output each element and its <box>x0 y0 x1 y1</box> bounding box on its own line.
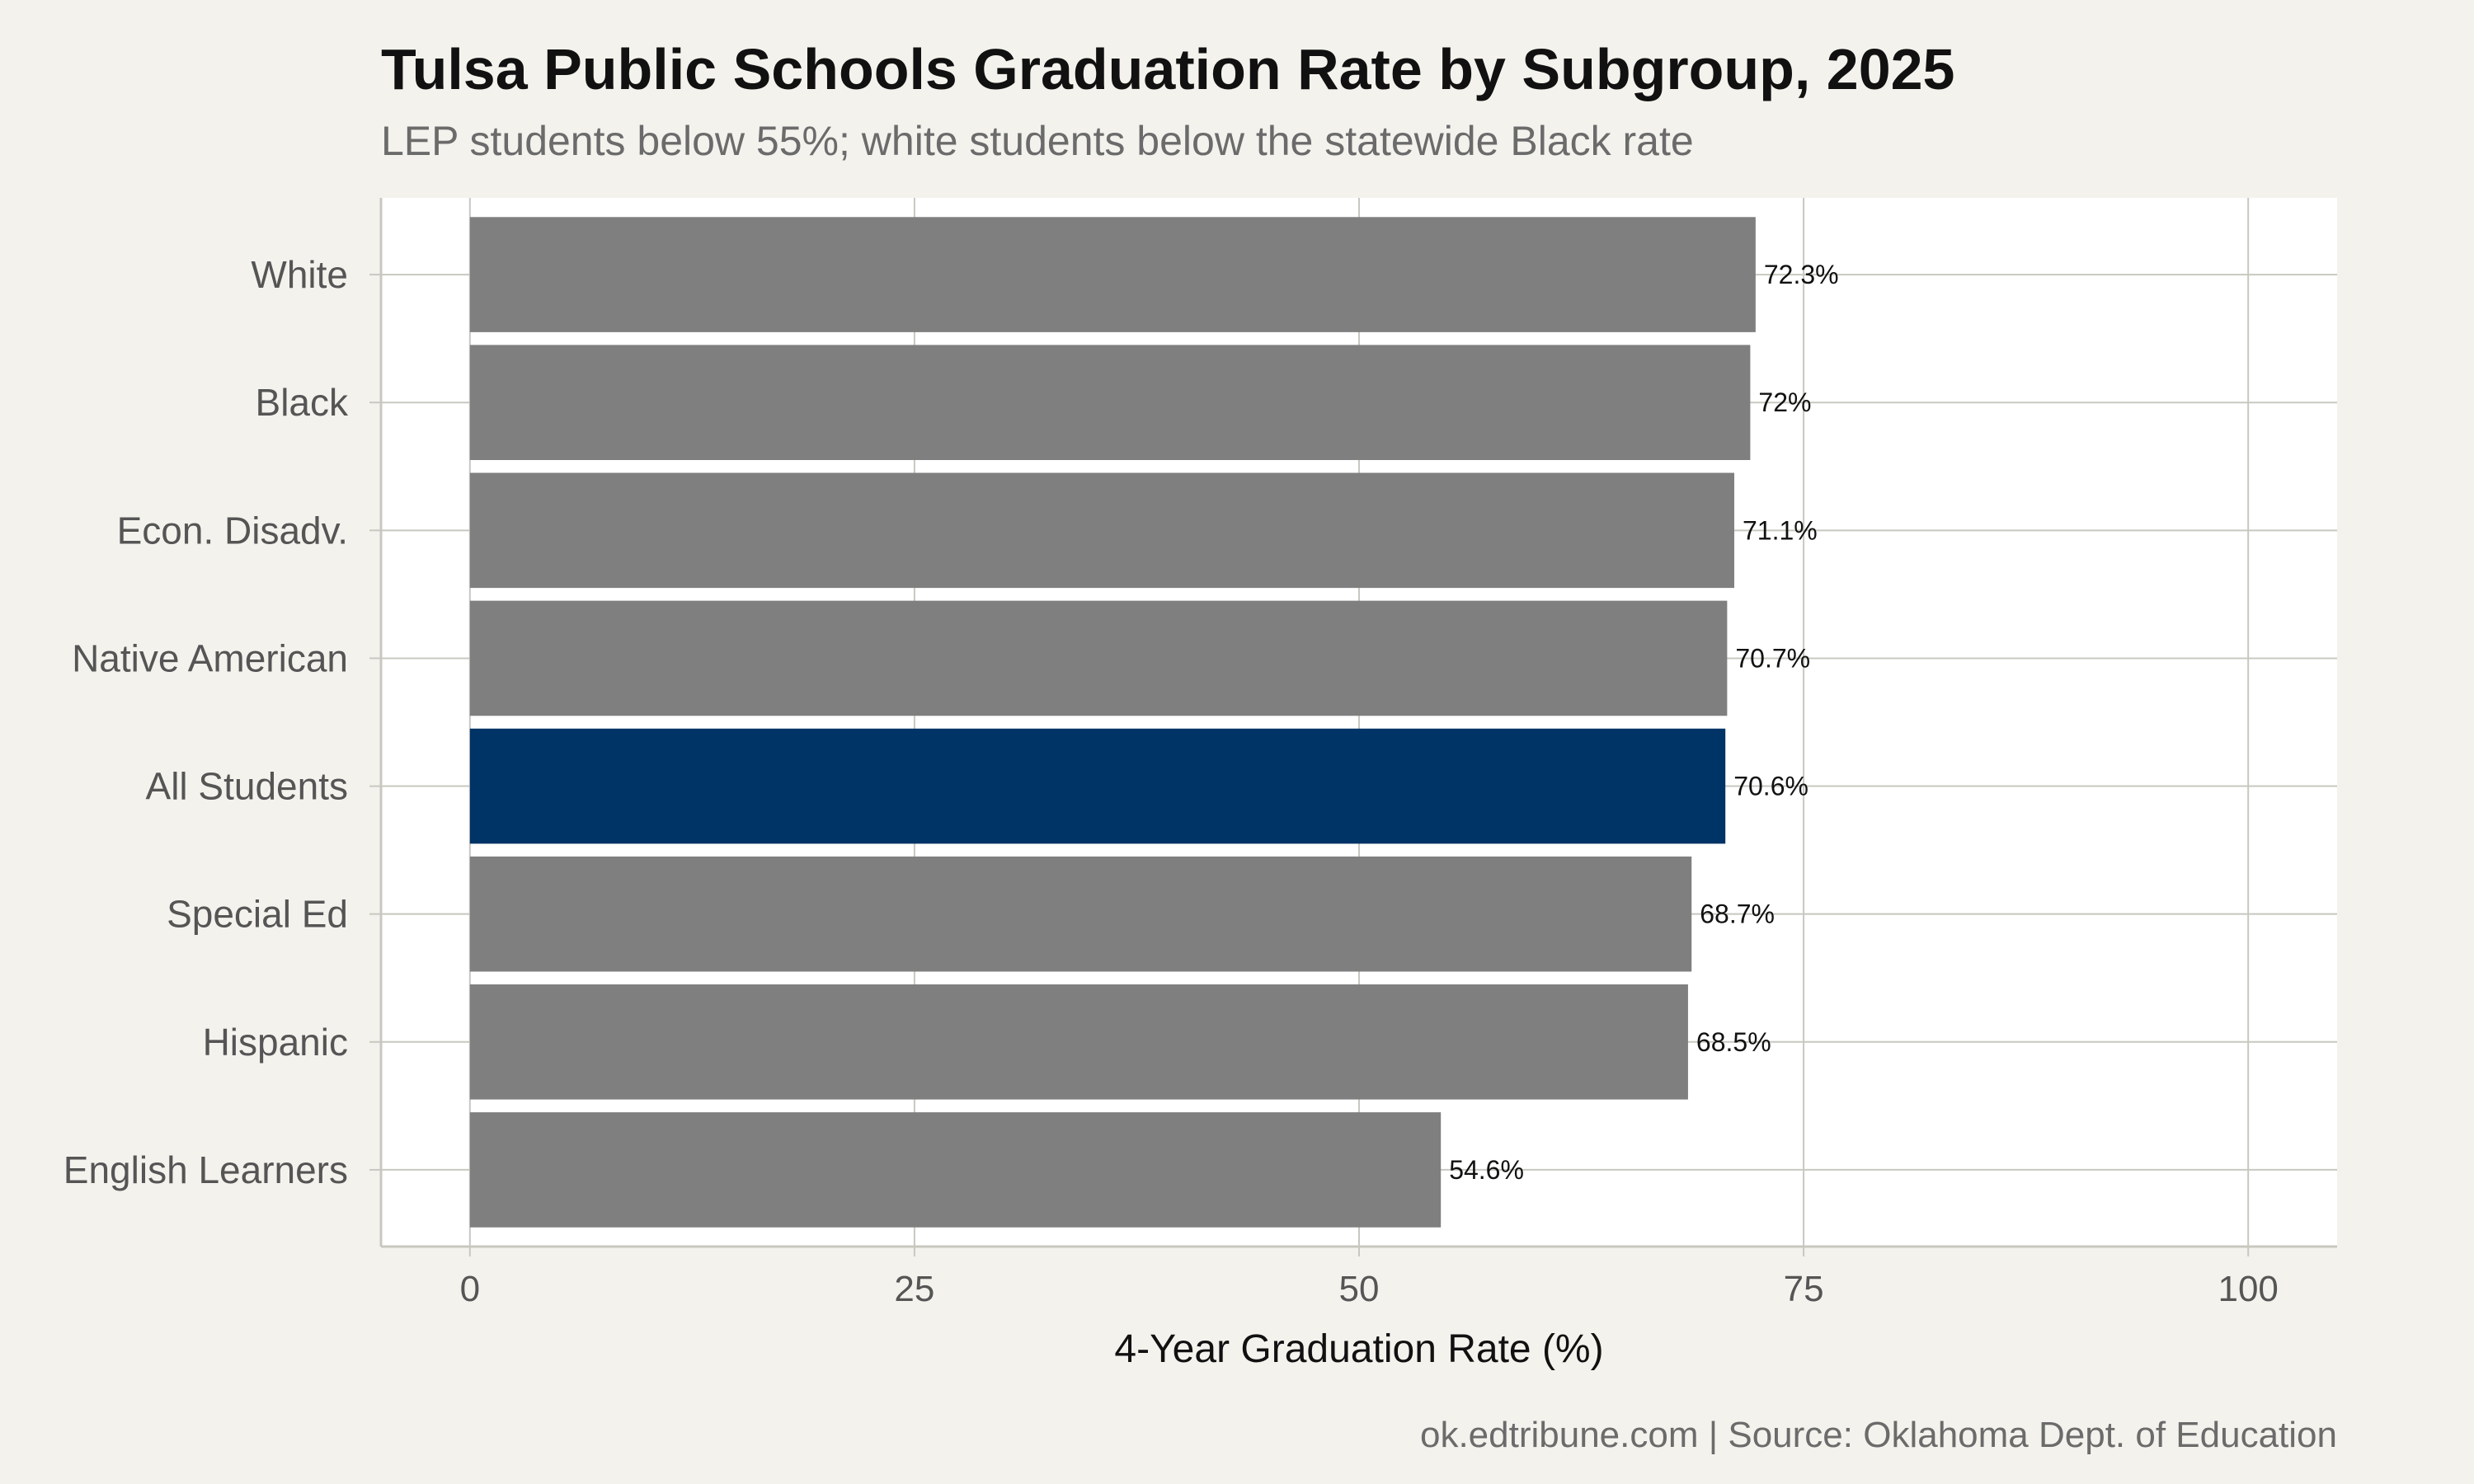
chart-subtitle: LEP students below 55%; white students b… <box>381 118 1694 164</box>
category-label: White <box>251 253 348 296</box>
x-tick-label: 75 <box>1784 1269 1824 1309</box>
axes: White Black Econ. Disadv. Native American Al… <box>63 198 2337 1309</box>
bar <box>469 984 1688 1100</box>
category-label: Special Ed <box>167 893 348 936</box>
bars: 72.3% 72% 71.1% 70.7% 70.6% 68.7% 68.5% 54.6% <box>469 217 1839 1228</box>
chart-title: Tulsa Public Schools Graduation Rate by … <box>381 37 1955 101</box>
x-tick-label: 50 <box>1339 1269 1380 1309</box>
value-label: 72% <box>1758 387 1811 417</box>
category-label: All Students <box>146 765 348 808</box>
category-label: Native American <box>72 636 348 679</box>
bar <box>469 1112 1442 1228</box>
value-label: 68.5% <box>1696 1027 1771 1057</box>
value-label: 68.7% <box>1700 899 1775 929</box>
value-label: 71.1% <box>1743 515 1818 545</box>
x-tick-label: 25 <box>894 1269 934 1309</box>
category-label: Hispanic <box>203 1021 348 1064</box>
value-label: 70.6% <box>1733 772 1808 801</box>
x-axis-title: 4-Year Graduation Rate (%) <box>1114 1327 1603 1371</box>
bar <box>469 728 1726 844</box>
x-tick-label: 100 <box>2218 1269 2278 1309</box>
bar <box>469 856 1692 972</box>
bar <box>469 217 1756 332</box>
bar <box>469 472 1734 589</box>
value-label: 54.6% <box>1449 1155 1524 1185</box>
bar <box>469 345 1751 460</box>
chart-caption: ok.edtribune.com | Source: Oklahoma Dept… <box>1419 1415 2337 1455</box>
bar <box>469 600 1728 716</box>
category-label: English Learners <box>63 1148 348 1191</box>
value-label: 72.3% <box>1764 260 1839 289</box>
x-tick-label: 0 <box>460 1269 480 1309</box>
value-label: 70.7% <box>1735 643 1810 673</box>
category-label: Black <box>256 381 349 424</box>
category-label: Econ. Disadv. <box>117 509 348 552</box>
